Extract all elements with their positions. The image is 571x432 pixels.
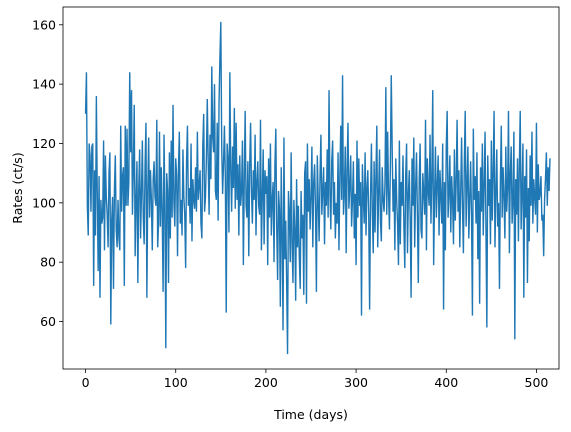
x-tick-label: 100 xyxy=(164,375,188,390)
x-tick-label: 400 xyxy=(434,375,458,390)
y-tick-label: 120 xyxy=(32,136,56,151)
plot-area xyxy=(62,6,560,370)
series-line-rates xyxy=(84,21,551,355)
y-tick-label: 140 xyxy=(32,77,56,92)
y-tick-label: 60 xyxy=(40,314,56,329)
y-axis-label: Rates (ct/s) xyxy=(10,152,25,223)
plot-frame xyxy=(62,6,560,370)
x-axis: 0 100 200 300 400 500 xyxy=(82,369,549,390)
x-tick-label: 0 xyxy=(82,375,90,390)
y-tick-label: 160 xyxy=(32,17,56,32)
y-axis: 60 80 100 120 140 160 xyxy=(32,17,63,329)
x-tick-label: 200 xyxy=(254,375,278,390)
y-tick-label: 80 xyxy=(40,255,56,270)
x-axis-label: Time (days) xyxy=(273,407,348,422)
y-tick-label: 100 xyxy=(32,195,56,210)
x-tick-label: 500 xyxy=(525,375,549,390)
x-tick-label: 300 xyxy=(344,375,368,390)
